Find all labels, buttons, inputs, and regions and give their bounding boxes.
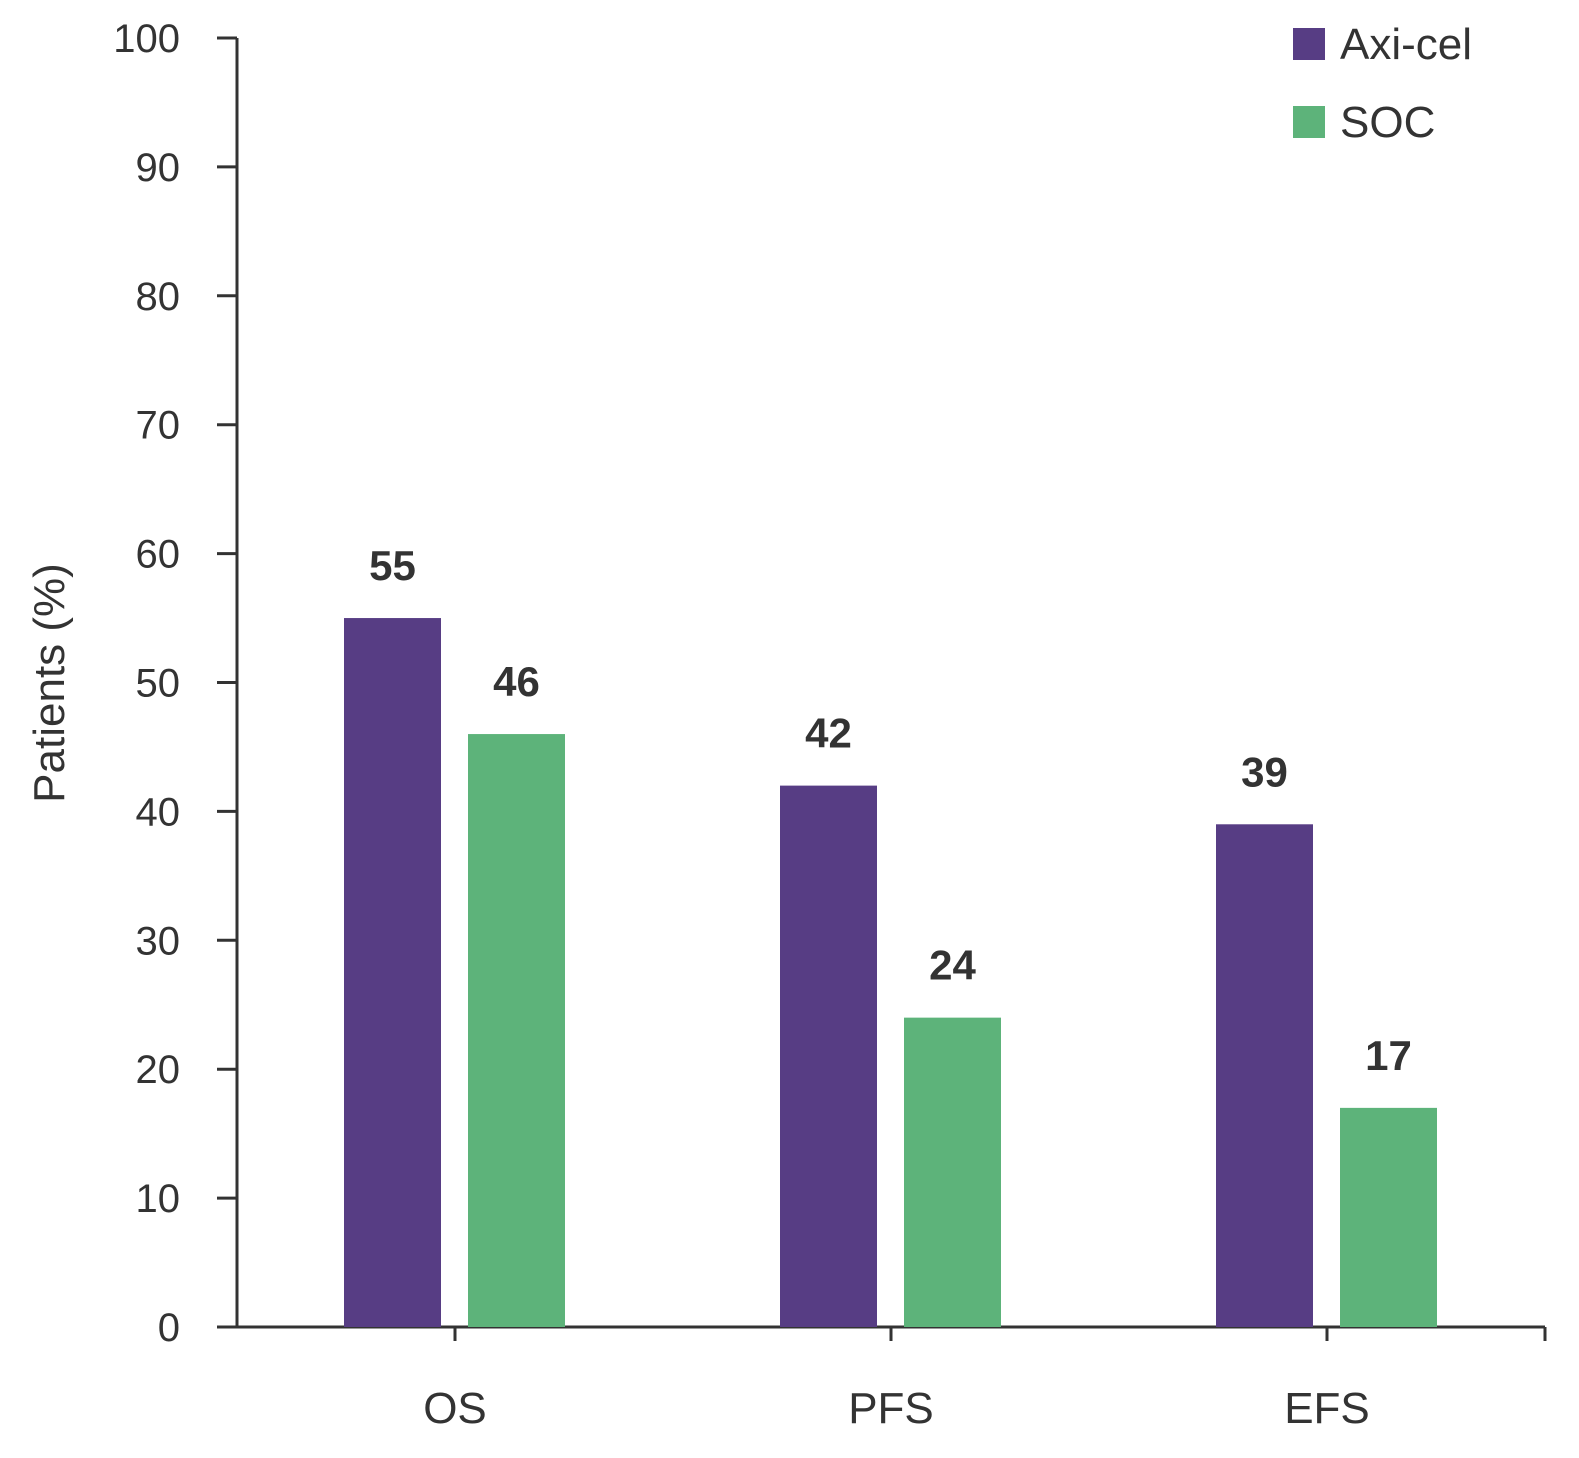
bar-axi-cel-os (344, 618, 441, 1327)
y-tick-label: 60 (136, 533, 181, 577)
y-tick-label: 10 (136, 1177, 181, 1221)
y-tick-label: 100 (113, 17, 180, 61)
y-tick-label: 30 (136, 919, 181, 963)
legend-swatch (1293, 28, 1325, 60)
data-label: 42 (805, 710, 852, 757)
y-tick-label: 20 (136, 1048, 181, 1092)
y-axis-label: Patients (%) (25, 563, 74, 803)
axes: 0 10 20 30 40 50 60 70 80 90 100 OS PFS EFS (113, 17, 1547, 1433)
y-tick-label: 40 (136, 790, 181, 834)
bars: 55 46 42 24 39 17 (344, 542, 1437, 1327)
x-tick-label: PFS (848, 1384, 934, 1433)
bar-soc-os (468, 734, 565, 1327)
bar-soc-pfs (904, 1017, 1001, 1327)
y-tick-label: 0 (158, 1306, 180, 1350)
legend: Axi-cel SOC (1293, 20, 1472, 147)
legend-label: SOC (1340, 98, 1435, 147)
legend-label: Axi-cel (1340, 20, 1472, 69)
y-tick-label: 70 (136, 404, 181, 448)
data-label: 46 (493, 658, 540, 705)
data-label: 24 (929, 942, 976, 989)
legend-swatch (1293, 106, 1325, 138)
bar-soc-efs (1340, 1107, 1437, 1327)
data-label: 55 (369, 542, 416, 589)
data-label: 17 (1365, 1032, 1412, 1079)
y-tick-label: 50 (136, 662, 181, 706)
bar-axi-cel-pfs (780, 785, 877, 1327)
data-label: 39 (1241, 748, 1288, 795)
bar-axi-cel-efs (1216, 824, 1313, 1327)
y-tick-label: 80 (136, 275, 181, 319)
y-tick-label: 90 (136, 146, 181, 190)
x-tick-label: EFS (1284, 1384, 1370, 1433)
x-tick-label: OS (423, 1384, 487, 1433)
